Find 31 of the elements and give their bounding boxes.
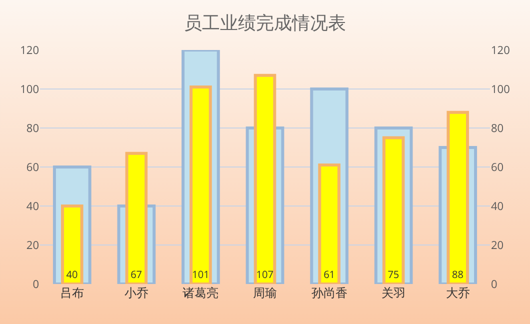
data-label: 107 <box>256 267 274 281</box>
data-label: 75 <box>388 267 400 281</box>
x-tick-label: 小乔 <box>124 284 148 301</box>
y-tick-label: 80 <box>26 120 39 136</box>
data-label: 67 <box>130 267 142 281</box>
chart-title: 员工业绩完成情况表 <box>184 12 346 34</box>
y-tick-label: 60 <box>26 160 39 175</box>
y-tick-label: 100 <box>20 82 39 97</box>
x-tick-label: 大乔 <box>446 284 470 301</box>
x-tick-label: 诸葛亮 <box>182 284 219 301</box>
y-tick-label: 20 <box>26 238 39 253</box>
data-label: 40 <box>66 267 78 281</box>
y-tick-label: 0 <box>32 276 39 292</box>
y2-tick-label: 0 <box>491 276 498 292</box>
y2-tick-label: 60 <box>491 160 504 175</box>
y2-tick-label: 120 <box>491 42 510 58</box>
y2-tick-label: 80 <box>491 120 504 136</box>
x-tick-label: 吕布 <box>60 284 84 301</box>
y2-tick-label: 100 <box>491 82 510 97</box>
bar <box>318 164 340 284</box>
bar <box>61 204 84 284</box>
x-tick-label: 关羽 <box>382 284 406 301</box>
data-label: 61 <box>324 267 336 281</box>
x-tick-label: 周瑜 <box>253 284 277 301</box>
y-tick-label: 120 <box>20 42 39 58</box>
y2-tick-label: 20 <box>491 238 504 253</box>
y2-tick-label: 40 <box>491 198 504 214</box>
data-label: 101 <box>192 267 210 281</box>
data-label: 88 <box>452 267 464 281</box>
y-tick-label: 40 <box>26 198 39 214</box>
x-tick-label: 孙尚香 <box>311 284 348 301</box>
